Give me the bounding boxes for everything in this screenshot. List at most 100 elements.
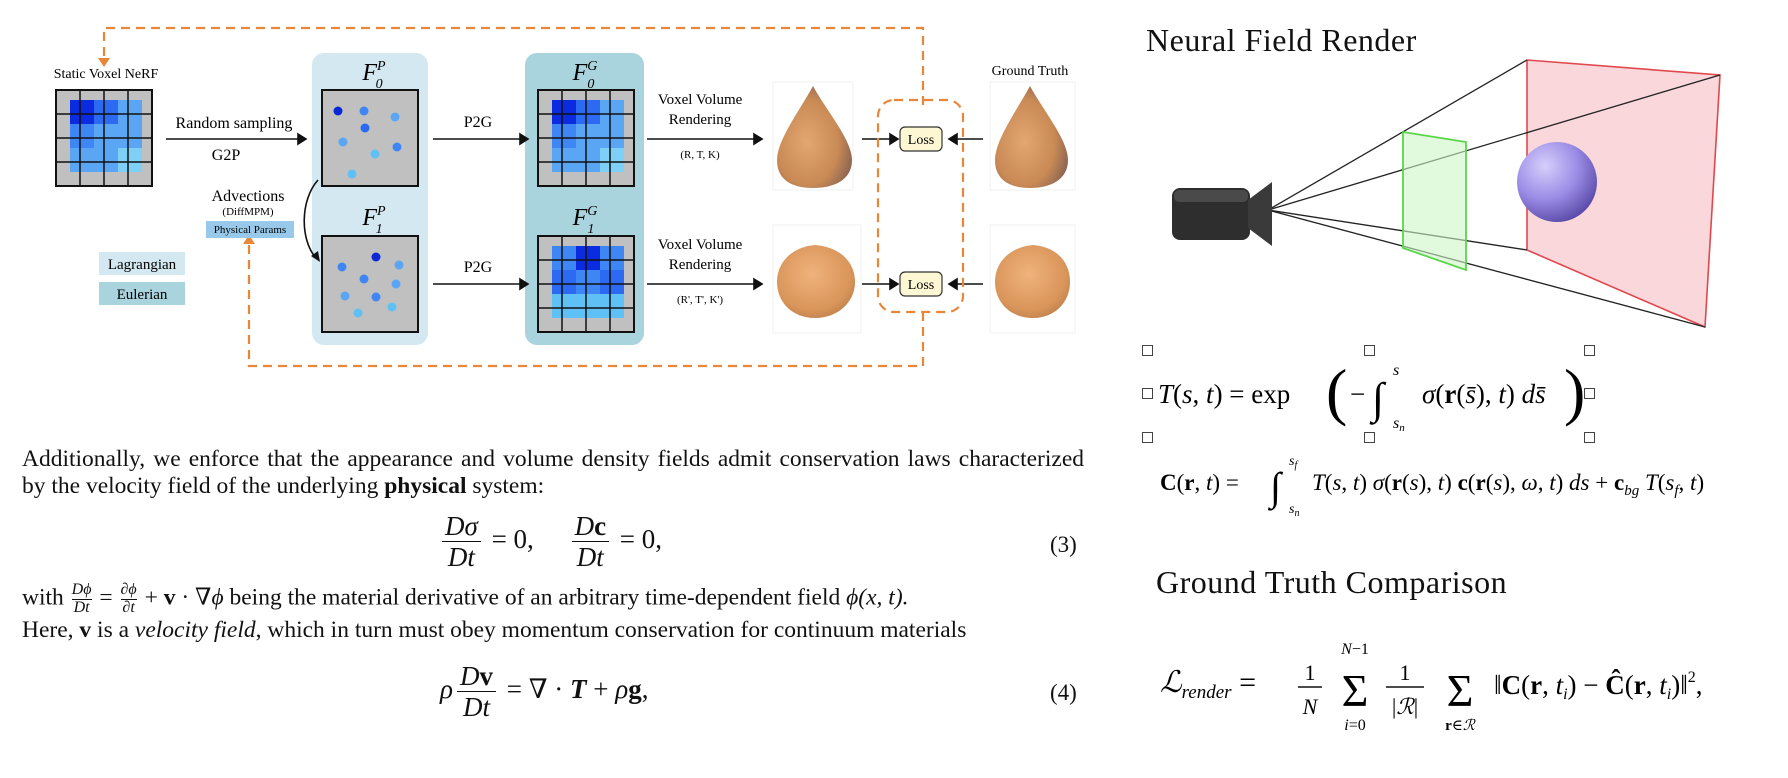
- near-plane: [1402, 130, 1467, 272]
- svg-text:sn: sn: [1289, 502, 1299, 519]
- svg-text:Σ: Σ: [1342, 665, 1369, 716]
- field-f0g-label: FG 0: [572, 59, 598, 92]
- render-bottom-params: (R', T', K'): [677, 294, 723, 306]
- paragraph-material-derivative: with Dϕ Dt = ∂ϕ ∂t + v · ∇ϕ being the mate…: [22, 581, 967, 643]
- svg-text:N: N: [1302, 694, 1319, 719]
- svg-text:Σ: Σ: [1447, 665, 1474, 716]
- svg-text:i=0: i=0: [1344, 717, 1365, 734]
- feedback-arrowhead-top: [98, 58, 110, 67]
- camera-icon: [1172, 182, 1272, 246]
- svg-text:1: 1: [1305, 660, 1316, 685]
- svg-text:‖C(r, ti) − Ĉ(r, ti)‖2,: ‖C(r, ti) − Ĉ(r, ti)‖2,: [1494, 669, 1703, 703]
- selection-handle[interactable]: [1142, 432, 1153, 443]
- render-bottom-line2: Rendering: [669, 257, 732, 273]
- g2p-label: G2P: [212, 147, 241, 164]
- svg-text:(: (: [1326, 356, 1347, 427]
- equation-4-number: (4): [1050, 680, 1077, 705]
- selection-handle[interactable]: [1584, 432, 1595, 443]
- svg-text:1: 1: [1400, 660, 1411, 685]
- equation-3: Dσ Dt = 0, Dc Dt = 0,: [438, 512, 662, 572]
- svg-text:N−1: N−1: [1340, 641, 1369, 658]
- eulerian-grid-top: [537, 89, 635, 187]
- eulerian-grid-bottom: [537, 235, 635, 333]
- feedback-arrowhead-bottom: [243, 235, 255, 244]
- legend-lagrangian-swatch: [99, 252, 185, 275]
- neural-field-heading: Neural Field Render: [1146, 22, 1417, 58]
- render-top-params: (R, T, K): [680, 149, 720, 161]
- gt-comparison-heading: Ground Truth Comparison: [1156, 564, 1508, 600]
- render-top-line2: Rendering: [669, 112, 732, 128]
- para3-rest: , which in turn must obey momentum conse…: [255, 616, 967, 643]
- camera-frustum-illustration: [1172, 59, 1721, 329]
- transmittance-equation: T(s, t) = exp ( − ∫ s sn σ(r(s̄), t) ds̄…: [1158, 356, 1585, 434]
- selection-handle[interactable]: [1142, 345, 1153, 356]
- loss-bottom-label: Loss: [908, 278, 934, 293]
- equation-3-number: (3): [1050, 532, 1077, 557]
- sphere: [1517, 142, 1597, 222]
- diffmpm-label: (DiffMPM): [222, 206, 273, 218]
- svg-text:σ(r(s̄), t) ds̄: σ(r(s̄), t) ds̄: [1422, 379, 1546, 409]
- advections-label: Advections: [212, 188, 285, 205]
- p2g-top-label: P2G: [464, 114, 493, 131]
- svg-text:r∈ℛ: r∈ℛ: [1445, 718, 1476, 734]
- svg-text:ℒrender =: ℒrender =: [1160, 666, 1256, 703]
- selection-handle[interactable]: [1584, 345, 1595, 356]
- selection-handle[interactable]: [1584, 388, 1595, 399]
- svg-text:): ): [1564, 356, 1585, 427]
- svg-text:sf: sf: [1289, 454, 1298, 471]
- svg-text:T(s, t) σ(r(s), t) c(r(s), ω,: T(s, t) σ(r(s), t) c(r(s), ω, t) ds + cb…: [1312, 470, 1704, 499]
- svg-text:−: −: [1350, 379, 1365, 409]
- svg-text:s: s: [1393, 362, 1399, 379]
- pipeline-diagram: Static Voxel NeRF Random sampling G2P Ad…: [54, 26, 1076, 368]
- equation-4: ρ Dv Dt = ∇ · T + ρg,: [440, 661, 649, 723]
- loss-box-bottom: [899, 271, 943, 297]
- selection-handle[interactable]: [1364, 432, 1375, 443]
- color-equation: C(r, t) = ∫ sf sn T(s, t) σ(r(s), t) c(r…: [1160, 454, 1704, 519]
- p2g-bottom-label: P2G: [464, 259, 493, 276]
- render-top-line1: Voxel Volume: [658, 92, 743, 108]
- render-loss-equation: ℒrender = 1 N Σ N−1 i=0 1 |ℛ| Σ r∈ℛ ‖C(r…: [1160, 641, 1703, 734]
- particle-box-bottom: [321, 235, 419, 333]
- legend-eulerian-label: Eulerian: [117, 287, 168, 303]
- field-f1p-label: FP 1: [361, 204, 386, 237]
- physical-params-label: Physical Params: [214, 224, 286, 236]
- static-nerf-label: Static Voxel NeRF: [54, 67, 159, 82]
- rendered-blob-bottom: [777, 245, 855, 318]
- legend-eulerian-swatch: [99, 282, 185, 305]
- particle-box-top: [321, 89, 419, 187]
- physical-params-badge: [206, 221, 294, 238]
- selection-handle[interactable]: [1142, 388, 1153, 399]
- para1-text-a: Additionally, we enforce that the appear…: [22, 446, 1084, 499]
- advection-curve-arrow: [303, 179, 319, 259]
- selection-handle[interactable]: [1364, 345, 1375, 356]
- gt-cone-top: [995, 86, 1068, 188]
- render-bottom-line1: Voxel Volume: [658, 237, 743, 253]
- random-sampling-label: Random sampling: [176, 115, 293, 132]
- gt-blob-bottom: [995, 245, 1070, 318]
- loss-box-top: [899, 126, 943, 152]
- svg-text:|ℛ|: |ℛ|: [1392, 694, 1418, 719]
- svg-text:∫: ∫: [1369, 374, 1387, 425]
- loss-top-label: Loss: [908, 133, 934, 148]
- svg-text:C(r, t) =: C(r, t) =: [1160, 470, 1239, 495]
- para3-is-a: is a: [91, 616, 135, 643]
- ground-truth-label: Ground Truth: [992, 64, 1069, 79]
- paragraph-conservation: Additionally, we enforce that the appear…: [22, 446, 1084, 500]
- para2-mid: being the material derivative of an arbi…: [223, 584, 847, 611]
- para3-v: v: [79, 616, 92, 643]
- feedback-dashed-top: [102, 26, 925, 105]
- para2-phi: ϕ(x, t).: [846, 584, 909, 611]
- feedback-dashed-bottom: [247, 242, 925, 368]
- svg-text:∫: ∫: [1267, 464, 1284, 511]
- svg-text:sn: sn: [1393, 415, 1405, 434]
- para1-bold: physical: [384, 473, 467, 499]
- para3-here: Here,: [22, 616, 80, 643]
- para2-with: with: [22, 584, 70, 611]
- rendered-cone-top: [777, 86, 852, 188]
- para1-text-b: system:: [466, 473, 545, 499]
- legend-lagrangian-label: Lagrangian: [108, 257, 177, 273]
- field-f0p-label: FP 0: [361, 59, 386, 92]
- static-voxel-grid: [55, 89, 153, 187]
- field-f1g-label: FG 1: [572, 204, 598, 237]
- para3-velocity-field: velocity field: [134, 616, 256, 643]
